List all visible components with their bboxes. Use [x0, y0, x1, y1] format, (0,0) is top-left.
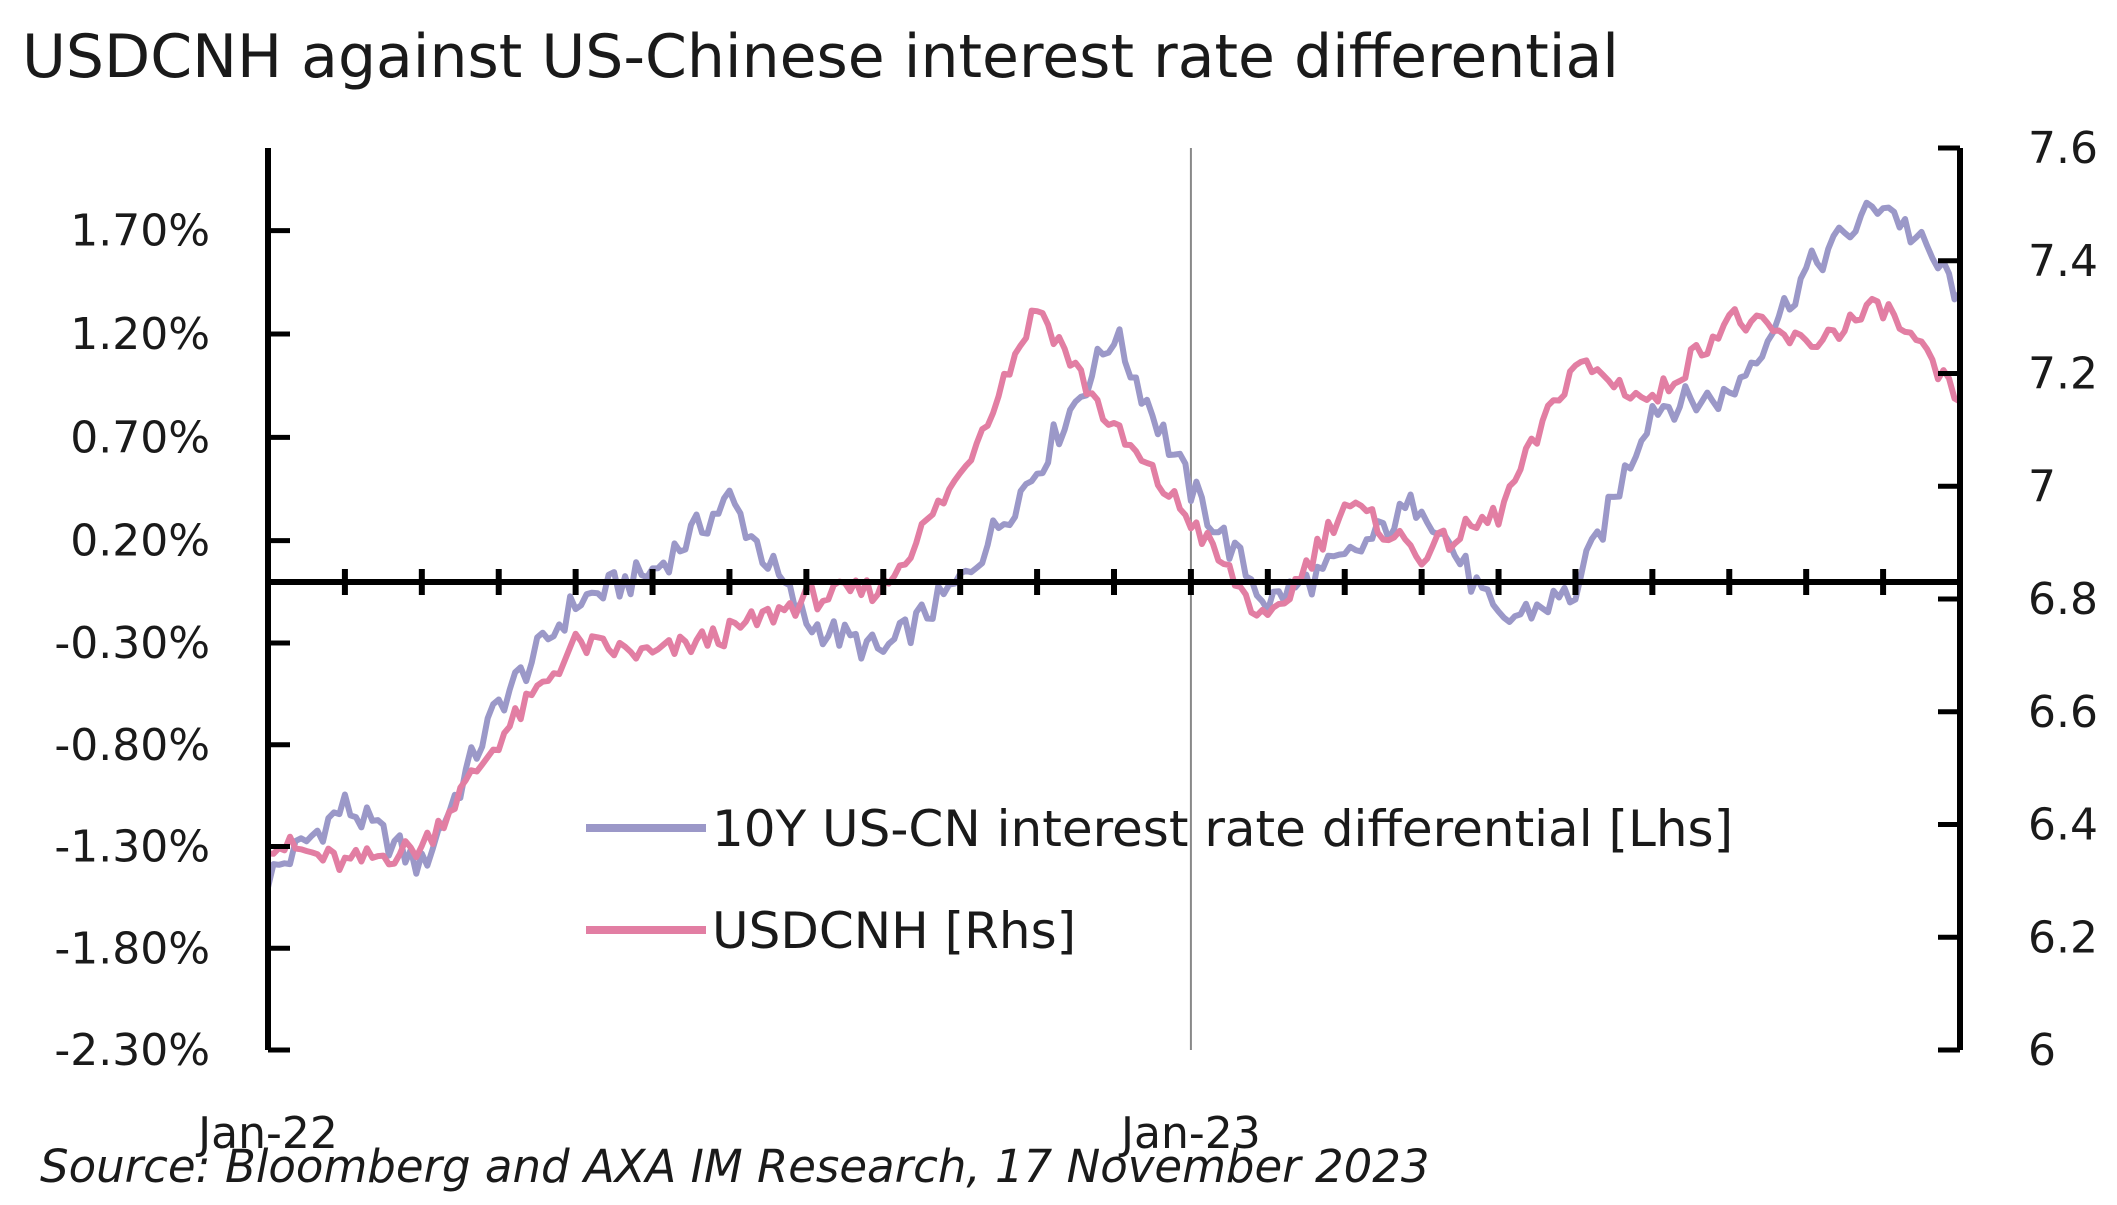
right-axis-tick-label: 6.2 [2028, 912, 2098, 963]
left-axis-tick-label: -2.30% [54, 1025, 210, 1076]
left-axis-tick-label: -0.80% [54, 720, 210, 771]
right-axis-tick-label: 7.2 [2028, 349, 2098, 400]
right-axis-tick-label: 6.6 [2028, 687, 2098, 738]
chart-title: USDCNH against US-Chinese interest rate … [22, 22, 1619, 92]
left-axis-tick-label: -1.30% [54, 822, 210, 873]
left-axis-tick-label: 1.20% [70, 309, 210, 360]
chart-legend: 10Y US-CN interest rate differential [Lh… [586, 800, 1733, 960]
x-axis-tick-label: Jan-22 [195, 1108, 338, 1159]
right-axis-tick-label: 6 [2028, 1025, 2056, 1076]
legend-label: USDCNH [Rhs] [712, 902, 1076, 960]
chart-source: Source: Bloomberg and AXA IM Research, 1… [40, 1140, 1430, 1193]
right-axis-tick-label: 6.4 [2028, 800, 2098, 851]
left-axis-tick-label: -1.80% [54, 923, 210, 974]
left-axis-tick-label: -0.30% [54, 618, 210, 669]
legend-label: 10Y US-CN interest rate differential [Lh… [712, 800, 1733, 858]
series-line-rate-differential [265, 199, 1963, 891]
right-axis-tick-label: 7.4 [2028, 236, 2098, 287]
left-axis-tick-label: 0.20% [70, 516, 210, 567]
chart-series [265, 199, 1963, 891]
right-axis-tick-label: 7 [2028, 461, 2056, 512]
left-axis-tick-label: 0.70% [70, 412, 210, 463]
chart-axes: 1.70% 1.20% 0.70% 0.20% -0.30% -0.80% -1.30% -1… [54, 123, 2098, 1159]
right-axis-tick-label: 6.8 [2028, 574, 2098, 625]
x-axis-tick-label: Jan-23 [1118, 1108, 1261, 1159]
left-axis-tick-label: 1.70% [70, 206, 210, 257]
right-axis-tick-label: 7.6 [2028, 123, 2098, 174]
series-line-usdcnh [265, 295, 1963, 873]
